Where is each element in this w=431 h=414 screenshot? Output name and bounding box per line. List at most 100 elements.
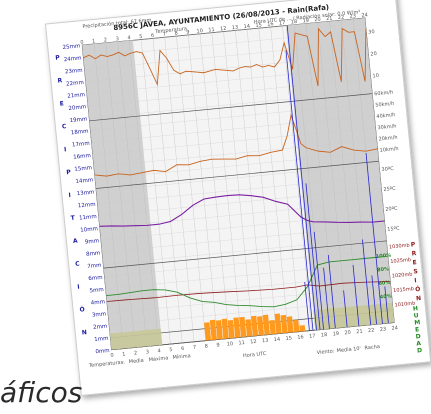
bottom-hour-label-18: 18	[321, 332, 328, 339]
bottom-hour-label-2: 2	[134, 350, 138, 356]
bottom-hour-label-24: 24	[391, 325, 398, 332]
mm-gridline-16	[92, 127, 376, 155]
left-scale-label-14: 11mm	[79, 214, 97, 222]
hour-gridline-2	[105, 42, 136, 348]
sunshine-bar-14	[286, 316, 294, 333]
sunshine-bar-4	[227, 319, 235, 339]
right-pressure-label-0: 1030mb	[389, 243, 410, 251]
left-scale-label-15: 10mm	[80, 226, 98, 234]
hour-gridline-17	[282, 25, 312, 331]
mm-gridline-8	[102, 224, 385, 253]
hour-gridline-0	[82, 45, 112, 350]
rain-bar-4	[313, 231, 324, 330]
rain-bar-3	[305, 183, 321, 330]
right-pressure-letter-5: Ó	[415, 286, 421, 293]
sunshine-bar-13	[280, 314, 288, 334]
top-hour-label-22: 22	[338, 14, 345, 21]
left-scale-label-17: 8mm	[86, 250, 101, 257]
left-scale-label-5: 20mm	[68, 104, 86, 112]
left-scale-label-7: 18mm	[71, 129, 89, 137]
left-scale-label-19: 6mm	[88, 275, 103, 282]
panel-separator-wind	[95, 160, 379, 189]
right-wind-label-0: 60km/h	[374, 90, 393, 98]
wind-direction-line	[83, 27, 367, 87]
hour-gridline-9	[188, 34, 218, 340]
mm-gridline-4	[106, 273, 390, 302]
left-scale-label-2: 23mm	[65, 68, 83, 76]
right-pressure-label-2: 1020mb	[392, 272, 413, 280]
right-pressure-label-3: 1015mb	[393, 286, 414, 294]
right-wind-label-1: 50km/h	[375, 101, 394, 109]
mm-gridline-20	[88, 78, 371, 107]
left-scale-label-13: 12mm	[78, 202, 96, 210]
right-hum-letter-5: A	[416, 340, 422, 347]
top-hour-label-3: 3	[115, 36, 119, 42]
hour-gridline-11	[211, 32, 242, 338]
legend-wind-prefix: Viento:	[317, 348, 335, 356]
left-letter-9: C	[75, 260, 81, 267]
mm-gridline-23	[84, 42, 368, 70]
right-hum-label-2: 60%	[378, 280, 390, 287]
mm-gridline-14	[95, 151, 378, 180]
right-hum-letter-1: U	[413, 312, 419, 319]
left-scale-label-6: 19mm	[69, 116, 87, 124]
sunshine-bar-12	[274, 313, 282, 334]
bottom-hour-label-21: 21	[356, 329, 363, 336]
pressure-line	[106, 281, 391, 302]
legend-temp-minima: Mínima	[172, 352, 191, 361]
bottom-hour-label-11: 11	[238, 340, 245, 347]
left-letter-1: R	[57, 77, 63, 84]
right-wind-label-4: 20km/h	[378, 135, 397, 143]
top-hour-label-20: 20	[314, 17, 321, 24]
left-scale-label-20: 5mm	[89, 287, 104, 294]
sunshine-bar-2	[215, 320, 223, 340]
mm-gridline-18	[90, 103, 374, 131]
right-temp-label-0: 30ºC	[381, 166, 394, 173]
right-direction-label-1: 20	[370, 51, 377, 58]
hour-gridline-13	[235, 30, 265, 336]
bottom-hour-label-4: 4	[157, 348, 161, 354]
top-hour-label-21: 21	[326, 16, 333, 23]
left-letter-6: I	[68, 192, 71, 199]
sunshine-bar-16	[299, 325, 306, 332]
left-scale-label-16: 9mm	[85, 238, 100, 245]
mm-gridline-7	[103, 237, 387, 265]
top-hour-label-10: 10	[196, 28, 203, 35]
rain-bar-12	[384, 286, 389, 324]
left-scale-label-21: 4mm	[91, 299, 106, 306]
sunshine-bar-15	[292, 319, 300, 333]
left-scale-label-0: 25mm	[62, 43, 80, 51]
right-hum-letter-3: E	[415, 326, 420, 333]
night-shade-0	[82, 40, 163, 350]
top-hour-label-4: 4	[127, 35, 131, 41]
legend-temp-prefix: Temperaturas:	[88, 360, 126, 370]
mm-gridline-19	[89, 90, 372, 119]
bottom-hour-label-0: 0	[110, 353, 114, 359]
top-hour-label-23: 23	[349, 13, 356, 20]
mm-gridline-6	[104, 249, 388, 277]
rain-bar-6	[327, 255, 336, 329]
rain-bar-10	[371, 275, 377, 325]
right-direction-label-0: 30	[368, 29, 375, 36]
sunshine-bar-7	[245, 319, 253, 337]
top-hour-label-7: 7	[163, 32, 167, 38]
mm-gridline-5	[105, 261, 389, 289]
mm-gridline-11	[98, 188, 382, 216]
bottom-hour-label-14: 14	[274, 337, 281, 344]
rain-bar-9	[362, 239, 372, 325]
rain-bar-2	[286, 25, 317, 331]
hour-gridline-3	[117, 41, 148, 347]
top-hour-label-17: 17	[279, 20, 286, 27]
bottom-hour-label-10: 10	[226, 341, 233, 348]
right-direction-label-2: 10	[372, 73, 379, 80]
hour-gridline-24	[364, 17, 395, 323]
top-hour-label-2: 2	[104, 37, 108, 43]
humidity-line	[106, 255, 388, 308]
bottom-hour-label-1: 1	[122, 351, 126, 357]
bottom-hour-label-5: 5	[169, 347, 173, 353]
mm-gridline-9	[100, 212, 384, 241]
mm-gridline-15	[93, 139, 377, 168]
right-pressure-letter-4: I	[414, 277, 417, 284]
bottom-hour-label-16: 16	[297, 334, 304, 341]
